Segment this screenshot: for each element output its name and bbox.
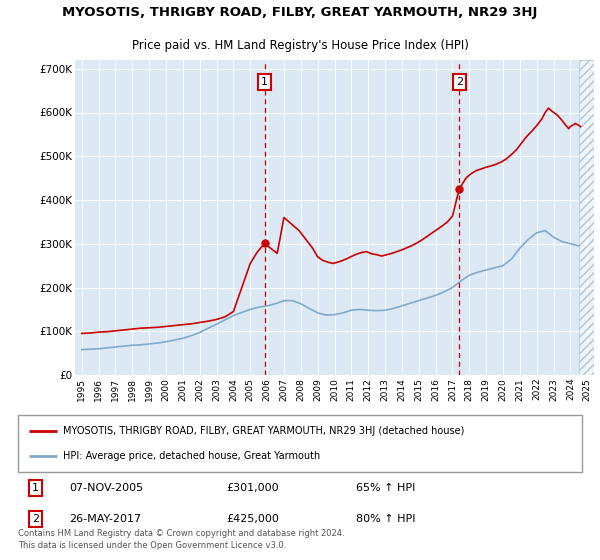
Text: 80% ↑ HPI: 80% ↑ HPI bbox=[356, 514, 416, 524]
Text: 1: 1 bbox=[32, 483, 39, 493]
Text: £301,000: £301,000 bbox=[227, 483, 280, 493]
Text: HPI: Average price, detached house, Great Yarmouth: HPI: Average price, detached house, Grea… bbox=[63, 451, 320, 461]
Text: 1: 1 bbox=[261, 77, 268, 87]
Text: Price paid vs. HM Land Registry's House Price Index (HPI): Price paid vs. HM Land Registry's House … bbox=[131, 39, 469, 52]
Text: MYOSOTIS, THRIGBY ROAD, FILBY, GREAT YARMOUTH, NR29 3HJ: MYOSOTIS, THRIGBY ROAD, FILBY, GREAT YAR… bbox=[62, 6, 538, 19]
Text: 65% ↑ HPI: 65% ↑ HPI bbox=[356, 483, 416, 493]
Text: MYOSOTIS, THRIGBY ROAD, FILBY, GREAT YARMOUTH, NR29 3HJ (detached house): MYOSOTIS, THRIGBY ROAD, FILBY, GREAT YAR… bbox=[63, 426, 464, 436]
Bar bbox=[579, 60, 600, 375]
Text: £425,000: £425,000 bbox=[227, 514, 280, 524]
Text: 2: 2 bbox=[32, 514, 39, 524]
Text: Contains HM Land Registry data © Crown copyright and database right 2024.
This d: Contains HM Land Registry data © Crown c… bbox=[18, 530, 344, 550]
Text: 07-NOV-2005: 07-NOV-2005 bbox=[69, 483, 143, 493]
Bar bbox=[579, 60, 600, 375]
FancyBboxPatch shape bbox=[18, 415, 582, 472]
Text: 26-MAY-2017: 26-MAY-2017 bbox=[69, 514, 141, 524]
Text: 2: 2 bbox=[455, 77, 463, 87]
